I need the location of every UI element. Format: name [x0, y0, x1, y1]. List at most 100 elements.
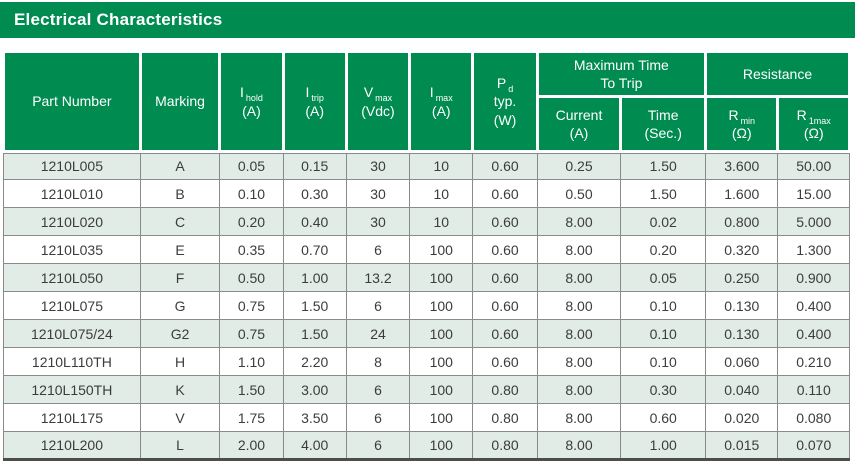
table-cell: 0.210 — [777, 347, 850, 376]
table-cell: 1.600 — [705, 179, 779, 208]
table-cell: 0.070 — [777, 431, 850, 460]
table-cell: 0.30 — [620, 375, 707, 404]
table-cell: 1.50 — [219, 375, 284, 404]
table-cell: 0.400 — [777, 291, 850, 320]
table-cell: 0.70 — [282, 235, 347, 264]
table-cell: 1.10 — [219, 347, 284, 376]
table-cell: 0.80 — [472, 375, 538, 404]
table-cell: 15.00 — [777, 179, 850, 208]
table-cell: 100 — [409, 319, 474, 348]
table-cell: 1.00 — [620, 431, 707, 460]
col-header-trip-time: Time (Sec.) — [619, 95, 708, 153]
table-cell: 10 — [409, 207, 474, 236]
table-cell: 1.300 — [777, 235, 850, 264]
table-cell: 3.50 — [282, 403, 347, 432]
table-cell: 0.110 — [777, 375, 850, 404]
symbol-letter: R — [796, 106, 807, 123]
table-cell: 0.75 — [219, 291, 284, 320]
symbol-subscript: min — [740, 115, 756, 126]
table-cell: 1.00 — [282, 263, 347, 292]
table-cell: 0.75 — [219, 319, 284, 348]
table-cell: 0.060 — [705, 347, 779, 376]
table-cell: 0.900 — [777, 263, 850, 292]
header-unit: (Vdc) — [361, 102, 395, 119]
symbol-letter: V — [363, 84, 374, 101]
symbol-letter: R — [728, 106, 739, 123]
table-cell: 1210L035 — [3, 235, 141, 264]
table-cell: 0.020 — [705, 403, 779, 432]
table-cell: 8.00 — [536, 291, 622, 320]
table-cell: 2.00 — [219, 431, 284, 460]
table-cell: 6 — [345, 403, 411, 432]
col-header-r-1max: R 1max (Ω) — [776, 95, 851, 153]
symbol-subscript: max — [375, 93, 393, 104]
table-cell: 0.35 — [219, 235, 284, 264]
table-cell: 0.400 — [777, 319, 850, 348]
table-cell: 1210L020 — [3, 207, 141, 236]
symbol-letter: I — [429, 84, 434, 101]
table-cell: 8.00 — [536, 347, 622, 376]
table-cell: 10 — [409, 179, 474, 208]
col-header-part-number: Part Number — [2, 50, 142, 153]
table-cell: 100 — [409, 431, 474, 460]
table-cell: 0.60 — [472, 263, 538, 292]
table-cell: 100 — [409, 403, 474, 432]
table-cell: B — [139, 179, 221, 208]
table-cell: 1210L010 — [3, 179, 141, 208]
header-unit: (A) — [569, 125, 589, 141]
table-cell: 100 — [409, 263, 474, 292]
table-cell: 0.30 — [282, 179, 347, 208]
table-cell: 0.320 — [705, 235, 779, 264]
table-cell: 6 — [345, 291, 411, 320]
table-cell: H — [139, 347, 221, 376]
table-cell: 1210L075/24 — [3, 319, 141, 348]
table-cell: 6 — [345, 235, 411, 264]
table-cell: 1210L075 — [3, 291, 141, 320]
table-cell: 10 — [409, 151, 474, 180]
col-header-label: Current — [555, 106, 603, 123]
group-header-line2: To Trip — [600, 75, 643, 91]
table-cell: 8.00 — [536, 235, 622, 264]
table-cell: 100 — [409, 375, 474, 404]
table-body: 1210L005 A 0.05 0.15 30 10 0.60 0.25 1.50 3.600 50… — [3, 151, 850, 460]
col-header-trip-current: Current (A) — [535, 95, 623, 153]
page-title: Electrical Characteristics — [14, 10, 223, 29]
table-cell: 13.2 — [345, 263, 411, 292]
table-cell: 3.600 — [705, 151, 779, 180]
table-cell: 0.80 — [472, 403, 538, 432]
header-symbol: R 1max — [779, 106, 848, 126]
header-unit: (A) — [242, 102, 261, 119]
group-header-resistance: Resistance — [704, 50, 851, 98]
table-cell: 8 — [345, 347, 411, 376]
table-cell: 4.00 — [282, 431, 347, 460]
table-cell: 0.15 — [282, 151, 347, 180]
table-cell: 6 — [345, 375, 411, 404]
header-unit: (Ω) — [731, 125, 752, 141]
table-cell: 0.080 — [777, 403, 850, 432]
table-row: 1210L005 A 0.05 0.15 30 10 0.60 0.25 1.50 3.600 50… — [3, 151, 850, 180]
table-row: 1210L075/24 G2 0.75 1.50 24 100 0.60 8.00 0.10 0.… — [3, 319, 850, 348]
table-cell: 1.50 — [620, 179, 707, 208]
table-cell: 100 — [409, 291, 474, 320]
table-cell: 8.00 — [536, 263, 622, 292]
table-cell: 0.10 — [620, 291, 707, 320]
table-cell: 8.00 — [536, 431, 622, 460]
symbol-subscript: max — [435, 93, 453, 104]
table-cell: 1.75 — [219, 403, 284, 432]
table-row: 1210L075 G 0.75 1.50 6 100 0.60 8.00 0.10 0.130 0.… — [3, 291, 850, 320]
table-cell: A — [139, 151, 221, 180]
table-cell: 1210L050 — [3, 263, 141, 292]
table-cell: 0.02 — [620, 207, 707, 236]
symbol-subscript: d — [508, 84, 514, 95]
table-cell: 8.00 — [536, 375, 622, 404]
table-cell: 1210L110TH — [3, 347, 141, 376]
